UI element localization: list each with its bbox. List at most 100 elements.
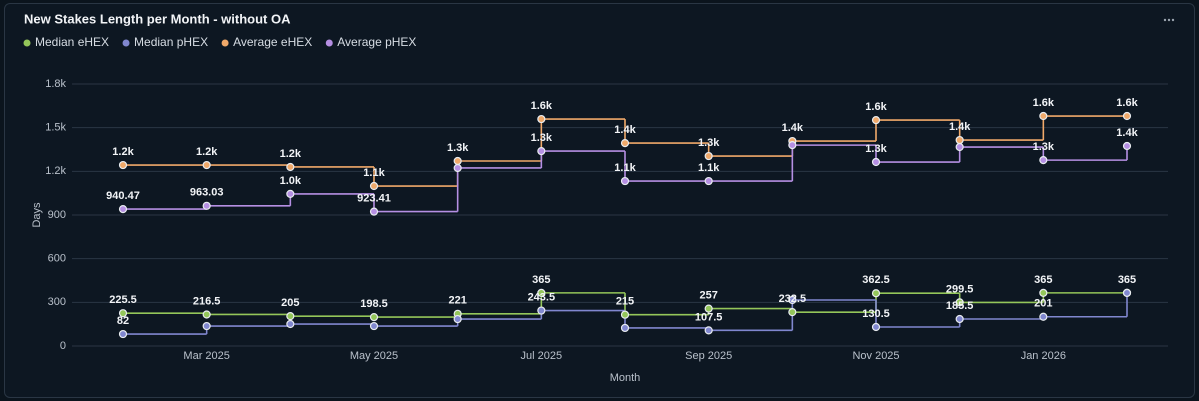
point (453, 156, 462, 166)
data-label: 1.1k (363, 167, 385, 179)
series (123, 292, 1128, 335)
data-label: 215 (616, 296, 634, 308)
data-label: 362.5 (862, 274, 890, 286)
point (1122, 111, 1132, 121)
point (704, 151, 713, 161)
legend-swatch (325, 39, 333, 47)
data-label: 216.5 (193, 295, 221, 307)
point (955, 298, 964, 307)
data-label: 198.5 (360, 298, 388, 310)
point (118, 329, 128, 339)
point (788, 308, 797, 317)
x-axis-title: Month (610, 372, 641, 384)
menu-dots[interactable] (1163, 18, 1175, 22)
point (620, 323, 630, 333)
point (871, 322, 881, 332)
data-label: 205 (281, 297, 299, 309)
point (118, 309, 128, 318)
y-axis-title: Days (31, 202, 43, 228)
data-label: 923.41 (357, 192, 391, 204)
data-label: 82 (117, 315, 129, 327)
data-label: 1.6k (531, 100, 553, 112)
data-label: 1.4k (614, 124, 636, 136)
data-label: 201 (1034, 298, 1052, 310)
point (704, 326, 713, 335)
y-tick-label: 300 (48, 296, 66, 308)
x-tick-label: Jan 2026 (1021, 350, 1066, 362)
legend-item[interactable]: Median eHEX (23, 35, 110, 49)
legend-label: Median pHEX (134, 35, 208, 49)
point (704, 304, 713, 313)
data-label: 1.1k (698, 162, 720, 174)
data-label: 225.5 (109, 294, 137, 306)
data-label: 232.5 (779, 293, 807, 305)
point (1039, 156, 1048, 165)
data-label: 243.5 (528, 291, 556, 303)
x-tick-label: Jul 2025 (521, 350, 563, 362)
y-tick-label: 1.2k (45, 165, 66, 177)
data-label: 963.03 (190, 187, 224, 199)
point (871, 157, 881, 167)
data-label: 1.4k (1116, 127, 1138, 139)
point (286, 162, 295, 172)
data-label: 1.6k (865, 101, 887, 113)
point (537, 147, 546, 156)
data-label: 1.1k (614, 162, 636, 174)
point (955, 142, 964, 152)
legend-swatch (221, 39, 229, 47)
x-tick-label: Sep 2025 (685, 350, 732, 362)
point (118, 205, 128, 214)
data-label: 1.2k (196, 146, 218, 158)
point (537, 306, 546, 315)
legend-label: Average pHEX (337, 35, 416, 49)
data-label: 1.3k (865, 143, 887, 155)
point (704, 176, 713, 186)
data-label: 365 (1034, 274, 1052, 286)
data-label: 365 (1118, 274, 1136, 286)
data-label: 299.5 (946, 283, 974, 295)
data-label: 1.4k (949, 121, 971, 133)
legend-label: Median eHEX (35, 35, 109, 49)
chart-title: New Stakes Length per Month - without OA (24, 11, 291, 26)
legend-item[interactable]: Median pHEX (122, 35, 209, 49)
data-label: 1.6k (1116, 97, 1138, 109)
legend-swatch (122, 39, 130, 47)
card (4, 3, 1195, 398)
point (369, 313, 379, 322)
y-tick-label: 900 (48, 209, 66, 221)
y-tick-label: 600 (48, 253, 66, 265)
point (620, 176, 630, 186)
legend-item[interactable]: Average pHEX (325, 35, 417, 49)
data-label: 940.47 (106, 190, 140, 202)
legend-swatch (23, 39, 31, 47)
data-label: 1.2k (112, 146, 134, 158)
data-label: 1.3k (698, 137, 720, 149)
point (871, 115, 881, 125)
point (620, 138, 630, 148)
point (202, 201, 211, 210)
data-label: 107.5 (695, 311, 723, 323)
x-tick-label: May 2025 (350, 350, 398, 362)
series (123, 115, 1127, 187)
point (369, 321, 379, 331)
point (202, 321, 211, 331)
y-tick-label: 1.8k (45, 78, 66, 90)
data-label: 257 (699, 289, 717, 301)
point (286, 189, 295, 198)
data-label: 1.6k (1033, 97, 1055, 109)
point (1039, 312, 1048, 321)
point (1039, 111, 1048, 121)
legend-label: Average eHEX (233, 35, 312, 49)
data-label: 1.3k (1033, 141, 1055, 153)
data-label: 1.2k (280, 148, 302, 160)
point (286, 312, 295, 321)
point (286, 319, 295, 329)
y-tick-label: 0 (60, 340, 66, 352)
legend-item[interactable]: Average eHEX (221, 35, 313, 49)
data-label: 130.5 (862, 308, 890, 320)
point (453, 314, 462, 324)
point (1122, 288, 1132, 297)
point (369, 207, 379, 216)
